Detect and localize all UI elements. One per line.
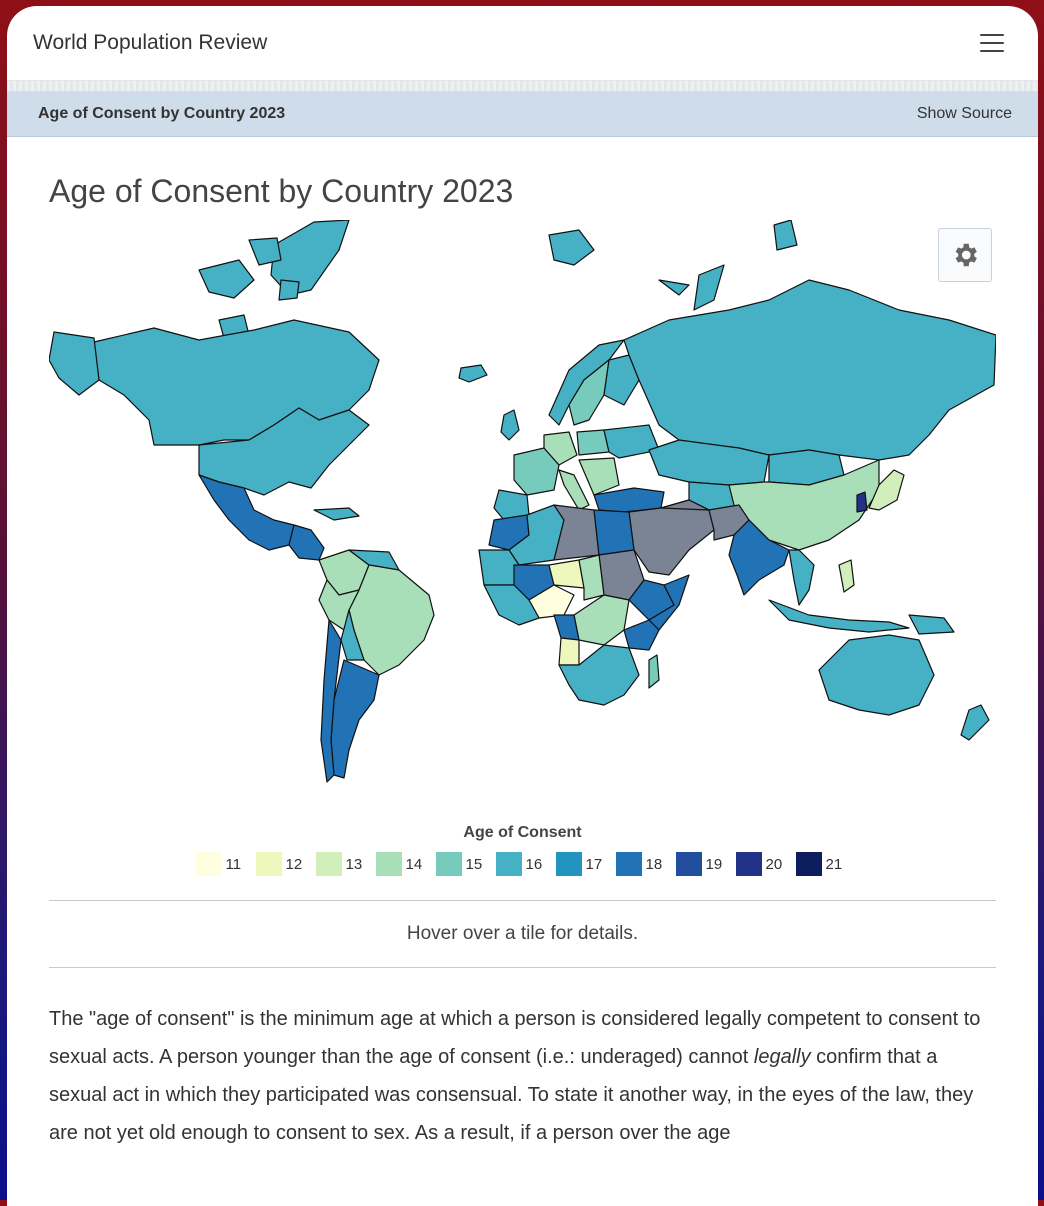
country-egypt[interactable] bbox=[593, 509, 635, 556]
country-australia[interactable] bbox=[818, 634, 935, 716]
country-russia-islands[interactable] bbox=[658, 219, 798, 311]
paragraph-text-1: The "age of consent" is the minimum age … bbox=[49, 1008, 981, 1068]
paragraph-emphasis: legally bbox=[753, 1046, 811, 1068]
legend-label: 20 bbox=[765, 855, 783, 873]
legend-swatch bbox=[795, 852, 822, 876]
country-east-africa[interactable] bbox=[623, 619, 660, 651]
country-usa-alaska[interactable] bbox=[48, 331, 100, 396]
hover-hint: Hover over a tile for details. bbox=[49, 900, 996, 968]
decorative-stripe bbox=[7, 81, 1038, 92]
country-middle-east-nodata[interactable] bbox=[628, 499, 715, 576]
map-legend: Age of Consent 11 12 13 14 15 16 17 18 19 20 21 bbox=[49, 824, 996, 876]
show-source-button[interactable]: Show Source bbox=[916, 105, 1012, 122]
country-chad[interactable] bbox=[578, 554, 605, 601]
country-bolivia[interactable] bbox=[340, 609, 365, 661]
legend-item-12[interactable]: 12 bbox=[255, 852, 310, 876]
legend-label: 17 bbox=[585, 855, 603, 873]
country-west-coast[interactable] bbox=[483, 584, 540, 626]
country-japan[interactable] bbox=[868, 469, 905, 511]
country-poland[interactable] bbox=[576, 429, 610, 456]
country-iceland[interactable] bbox=[458, 364, 488, 383]
legend-swatches: 11 12 13 14 15 16 17 18 19 20 21 bbox=[49, 852, 996, 876]
legend-label: 18 bbox=[645, 855, 663, 873]
country-cuba[interactable] bbox=[313, 507, 360, 521]
legend-item-17[interactable]: 17 bbox=[555, 852, 610, 876]
country-germany[interactable] bbox=[543, 431, 578, 466]
country-libya-nodata[interactable] bbox=[553, 504, 600, 561]
legend-label: 11 bbox=[225, 855, 242, 873]
section-title: Age of Consent by Country 2023 bbox=[38, 105, 286, 122]
site-brand[interactable]: World Population Review bbox=[33, 31, 268, 54]
legend-item-15[interactable]: 15 bbox=[435, 852, 490, 876]
legend-swatch bbox=[375, 852, 402, 876]
legend-swatch bbox=[675, 852, 702, 876]
legend-label: 21 bbox=[825, 855, 843, 873]
legend-label: 13 bbox=[345, 855, 363, 873]
legend-item-16[interactable]: 16 bbox=[495, 852, 550, 876]
country-indonesia[interactable] bbox=[768, 599, 910, 633]
hamburger-menu-icon[interactable] bbox=[980, 34, 1004, 52]
country-south-korea[interactable] bbox=[856, 491, 868, 513]
legend-label: 19 bbox=[705, 855, 723, 873]
map-settings-button[interactable] bbox=[938, 228, 992, 282]
legend-swatch bbox=[315, 852, 342, 876]
country-angola[interactable] bbox=[558, 637, 580, 666]
country-new-zealand[interactable] bbox=[960, 704, 990, 741]
country-philippines[interactable] bbox=[838, 559, 855, 593]
intro-paragraph: The "age of consent" is the minimum age … bbox=[49, 1000, 996, 1152]
country-italy[interactable] bbox=[558, 469, 590, 511]
country-chile[interactable] bbox=[320, 619, 342, 783]
country-ukraine[interactable] bbox=[603, 424, 660, 459]
legend-swatch bbox=[255, 852, 282, 876]
country-se-asia[interactable] bbox=[788, 549, 815, 606]
legend-item-14[interactable]: 14 bbox=[375, 852, 430, 876]
legend-item-11[interactable]: 11 bbox=[195, 852, 250, 876]
country-uk[interactable] bbox=[500, 409, 520, 441]
paragraph-text-2: confirm that a sexual act in which they … bbox=[49, 1046, 974, 1144]
country-finland[interactable] bbox=[603, 354, 640, 406]
country-canada-islands[interactable] bbox=[198, 237, 300, 339]
gear-icon bbox=[955, 243, 977, 267]
legend-swatch bbox=[555, 852, 582, 876]
browser-viewport: World Population Review Age of Consent b… bbox=[7, 6, 1038, 1206]
country-russia[interactable] bbox=[623, 279, 997, 461]
country-central-america[interactable] bbox=[288, 524, 325, 561]
page-title: Age of Consent by Country 2023 bbox=[49, 173, 514, 209]
country-mauritania[interactable] bbox=[478, 549, 520, 586]
country-svalbard[interactable] bbox=[548, 229, 595, 266]
country-drc[interactable] bbox=[573, 594, 630, 646]
top-navbar: World Population Review bbox=[7, 6, 1038, 81]
legend-title: Age of Consent bbox=[463, 824, 582, 841]
country-india[interactable] bbox=[728, 519, 790, 596]
country-madagascar[interactable] bbox=[648, 654, 660, 689]
legend-swatch bbox=[735, 852, 762, 876]
section-header-bar: Age of Consent by Country 2023 Show Sour… bbox=[7, 92, 1038, 137]
country-png[interactable] bbox=[908, 614, 955, 635]
legend-label: 15 bbox=[465, 855, 483, 873]
legend-item-21[interactable]: 21 bbox=[795, 852, 850, 876]
country-niger[interactable] bbox=[548, 559, 585, 589]
legend-label: 14 bbox=[405, 855, 423, 873]
legend-item-19[interactable]: 19 bbox=[675, 852, 730, 876]
legend-swatch bbox=[435, 852, 462, 876]
legend-label: 12 bbox=[285, 855, 303, 873]
country-balkans[interactable] bbox=[578, 457, 620, 496]
legend-item-13[interactable]: 13 bbox=[315, 852, 370, 876]
legend-item-18[interactable]: 18 bbox=[615, 852, 670, 876]
legend-swatch bbox=[495, 852, 522, 876]
legend-swatch bbox=[615, 852, 642, 876]
world-map-svg[interactable] bbox=[48, 219, 997, 800]
country-congo[interactable] bbox=[553, 614, 580, 641]
country-argentina[interactable] bbox=[330, 659, 380, 779]
choropleth-map[interactable] bbox=[48, 219, 997, 800]
legend-label: 16 bbox=[525, 855, 543, 873]
country-southern-africa[interactable] bbox=[558, 644, 640, 706]
legend-item-20[interactable]: 20 bbox=[735, 852, 790, 876]
legend-swatch bbox=[195, 852, 222, 876]
